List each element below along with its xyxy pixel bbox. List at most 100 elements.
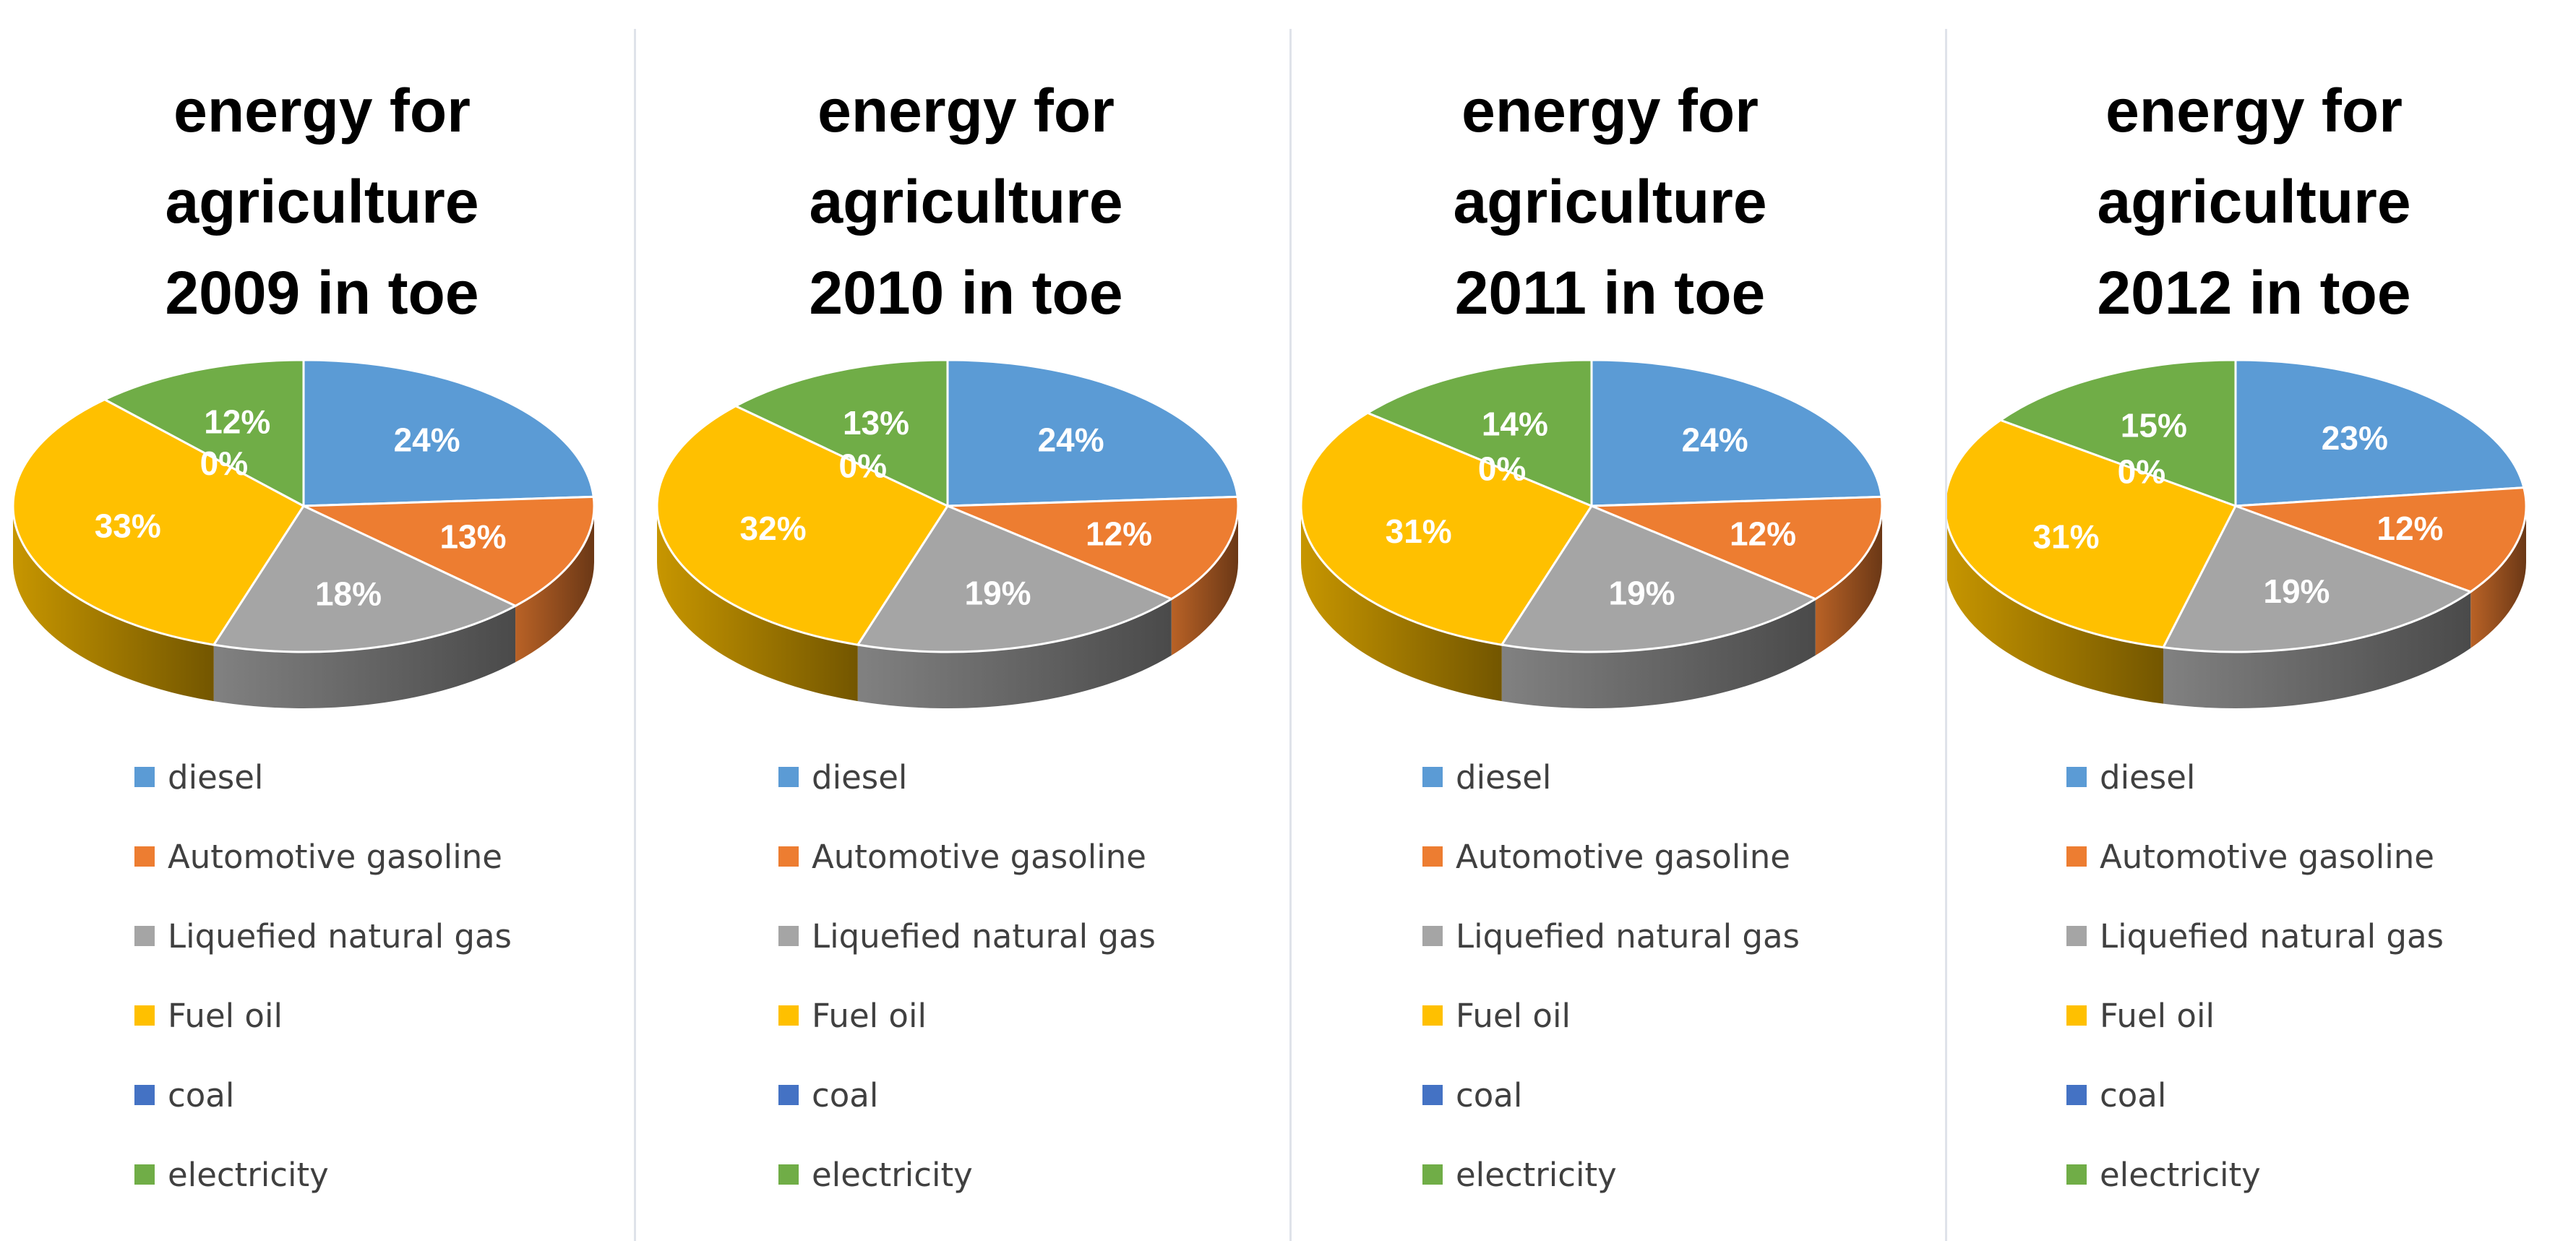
data-label: 0% [2118,453,2165,491]
data-label: 24% [1038,421,1104,459]
data-label: 24% [394,421,460,459]
pie-label-group: 23% 12% 19% 31% 0% 15% [2032,406,2443,609]
data-label: 0% [200,445,248,482]
pie-chart-2010: 24% 12% 19% 32% 0% 13% [656,358,1240,708]
legend-swatch [778,1085,799,1105]
legend-label: Automotive gasoline [812,837,1146,876]
pie-slice [1500,504,1819,653]
legend-label: Automotive gasoline [2100,837,2434,876]
pie-label-group: 24% 13% 18% 33% 0% 12% [95,403,507,613]
legend-swatch [1422,767,1443,787]
chart-title-line: 2011 in toe [1454,259,1766,327]
pie-slice-side [1945,506,2164,704]
legend-item: electricity [134,1153,329,1196]
data-label: 0% [1478,450,1526,487]
chart-title-line: 2010 in toe [809,259,1123,327]
legend-label: Fuel oil [168,996,283,1035]
legend-item: electricity [778,1153,973,1196]
legend-label: coal [1456,1075,1523,1115]
data-label: 24% [1682,421,1748,459]
pie-slice [102,358,305,508]
legend-swatch [134,926,155,946]
data-label: 32% [740,510,807,547]
legend-swatch [1422,846,1443,867]
legend-swatch [2066,1005,2087,1026]
legend-label: diesel [812,757,908,796]
legend-swatch [1422,926,1443,946]
legend-swatch [778,1164,799,1185]
chart-title: energy for agriculture 2009 in toe [0,65,644,338]
legend-label: Liquefied natural gas [812,916,1156,956]
legend-label: Fuel oil [2100,996,2215,1035]
pie-slice [2235,486,2528,593]
data-label: 18% [315,575,382,612]
legend-label: Liquefied natural gas [2100,916,2444,956]
pie-label-group: 24% 12% 19% 31% 0% 14% [1386,405,1796,612]
legend-item: coal [778,1073,878,1117]
legend-label: coal [2100,1075,2167,1115]
legend-item: Liquefied natural gas [778,914,1156,958]
chart-title-line: 2012 in toe [2097,259,2411,327]
chart-title-line: 2009 in toe [165,259,479,327]
pie-slice [1365,358,1593,508]
legend-item: Automotive gasoline [778,835,1146,878]
pie-slice [302,358,595,507]
data-label: 12% [1730,515,1796,553]
legend-item: coal [1422,1073,1522,1117]
legend-label: coal [812,1075,879,1115]
legend-label: electricity [168,1155,329,1194]
legend-label: diesel [2100,757,2196,796]
pie-side-group [657,506,1238,708]
legend-swatch [2066,926,2087,946]
legend-item: Automotive gasoline [2066,835,2434,878]
pie-slice [946,358,1239,507]
legend-label: electricity [1456,1155,1617,1194]
legend-item: electricity [2066,1153,2261,1196]
legend-label: Automotive gasoline [168,837,502,876]
chart-panel-2012: energy for agriculture 2012 in toe 23% 12… [1932,0,2576,1241]
legend-label: Liquefied natural gas [1456,916,1800,956]
legend-item: Fuel oil [2066,994,2215,1037]
legend-label: coal [168,1075,235,1115]
legend-label: Automotive gasoline [1456,837,1790,876]
pie-slice [733,358,949,508]
legend-item: Liquefied natural gas [1422,914,1800,958]
data-label: 12% [2377,510,2443,547]
legend-item: Automotive gasoline [1422,835,1790,878]
data-label: 33% [95,507,161,544]
pie-slice [2161,504,2473,653]
legend-item: Liquefied natural gas [134,914,512,958]
chart-title-line: energy for [173,77,471,145]
legend-swatch [778,767,799,787]
pie-slice [212,504,518,653]
pie-slice-side [515,506,594,663]
pie-slice [1944,418,2238,649]
chart-panel-2010: energy for agriculture 2010 in toe 24% 12… [644,0,1288,1241]
pie-slice [1998,358,2237,508]
data-label: 12% [1086,515,1152,553]
legend-label: Fuel oil [1456,996,1571,1035]
pie-side-group [13,506,594,708]
legend-item: Liquefied natural gas [2066,914,2444,958]
chart-title-line: agriculture [2097,168,2411,236]
pie-slice [1591,495,1884,601]
legend-swatch [2066,1164,2087,1185]
pie-slice-side [1501,598,1816,708]
pie-top-group [12,358,596,653]
panel-divider [1289,29,1292,1241]
pie-slice-side [857,598,1172,708]
legend-item: Fuel oil [1422,994,1571,1037]
legend-item: Fuel oil [778,994,927,1037]
legend-swatch [134,846,155,867]
chart-title: energy for agriculture 2012 in toe [1932,65,2576,338]
data-label: 15% [2121,406,2187,444]
legend-swatch [778,1005,799,1026]
legend-item: Fuel oil [134,994,283,1037]
legend-label: diesel [168,757,264,796]
legend-item: coal [2066,1073,2166,1117]
chart-title-line: agriculture [1453,168,1767,236]
data-label: 14% [1482,405,1548,443]
pie-top-group [656,358,1240,653]
pie-top-group [1300,358,1884,653]
